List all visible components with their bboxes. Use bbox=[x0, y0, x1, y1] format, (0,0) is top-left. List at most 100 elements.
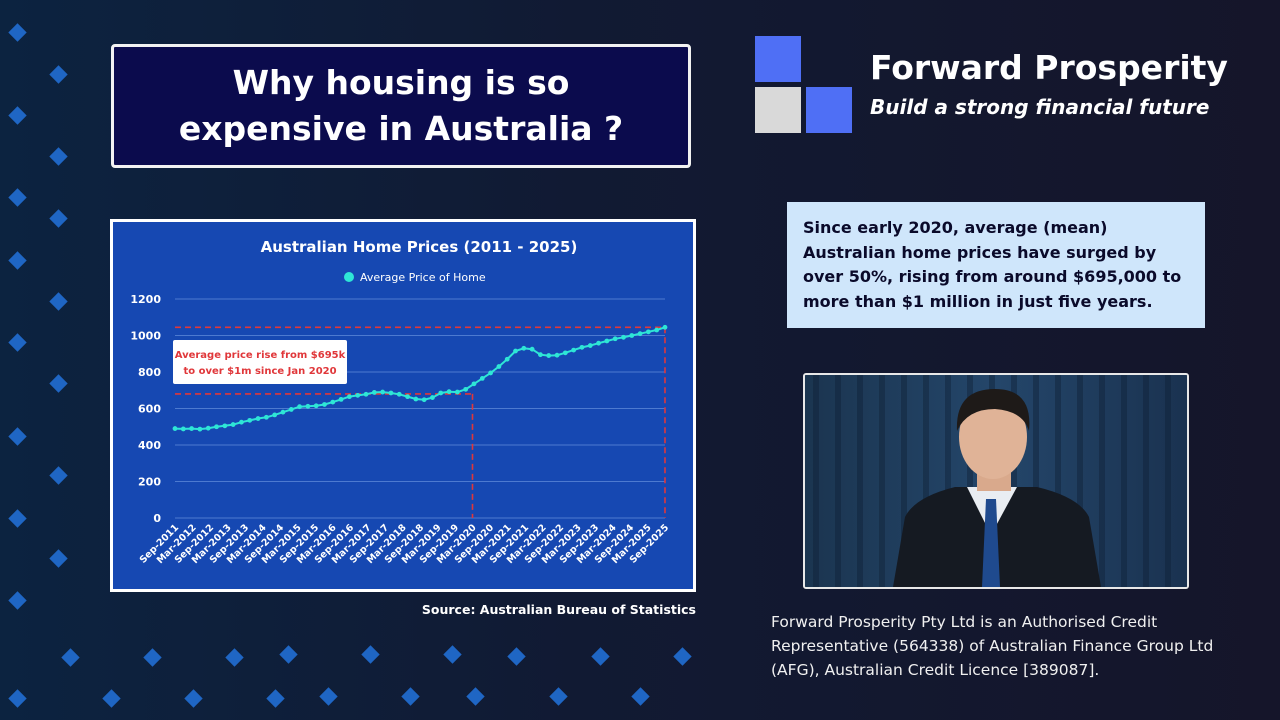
hair bbox=[956, 389, 1030, 431]
data-point bbox=[313, 403, 319, 409]
annotation-box bbox=[173, 340, 347, 384]
y-tick-label: 1200 bbox=[130, 293, 161, 306]
background-diamond bbox=[8, 427, 27, 446]
data-point bbox=[322, 402, 327, 407]
presenter-video bbox=[803, 373, 1189, 589]
data-point bbox=[172, 426, 178, 431]
data-point bbox=[214, 424, 219, 430]
data-point bbox=[454, 389, 460, 395]
series-average-price bbox=[172, 324, 668, 432]
data-point bbox=[205, 425, 211, 431]
data-point bbox=[347, 394, 352, 400]
background-diamond bbox=[631, 687, 650, 706]
data-point bbox=[645, 329, 651, 335]
data-point bbox=[629, 333, 635, 338]
background-diamond bbox=[8, 333, 27, 352]
curtain-fold bbox=[901, 375, 907, 587]
background-diamond bbox=[49, 549, 68, 568]
data-point bbox=[621, 334, 626, 340]
data-point bbox=[189, 426, 195, 431]
background-diamond bbox=[279, 645, 298, 664]
legend-label: Average Price of Home bbox=[360, 271, 486, 284]
reference-lines bbox=[175, 326, 666, 518]
curtain-fold bbox=[857, 375, 863, 587]
data-point bbox=[604, 338, 610, 344]
data-point bbox=[255, 416, 261, 421]
background-diamond bbox=[319, 687, 338, 706]
background-diamond bbox=[61, 648, 80, 667]
data-point bbox=[662, 324, 668, 330]
logo-square-bottom-right bbox=[806, 87, 852, 133]
y-axis-ticks: 0 200 400 600 800 1000 1200 bbox=[130, 293, 161, 525]
curtain-fold bbox=[1033, 375, 1039, 587]
curtain-fold bbox=[813, 375, 819, 587]
data-point bbox=[388, 390, 394, 396]
page-title: Why housing is so expensive in Australia… bbox=[178, 63, 624, 148]
data-point bbox=[612, 336, 618, 342]
data-point bbox=[521, 345, 527, 351]
data-point bbox=[421, 397, 427, 403]
background-diamond bbox=[549, 687, 568, 706]
curtain-folds bbox=[813, 375, 1171, 587]
data-point bbox=[297, 404, 302, 410]
curtain-fold bbox=[1165, 375, 1171, 587]
tie-icon bbox=[982, 499, 1000, 587]
annotation-callout: Average price rise from $695k to over $1… bbox=[173, 340, 347, 384]
curtain-fold bbox=[945, 375, 951, 587]
data-point bbox=[471, 381, 477, 387]
data-point bbox=[405, 394, 410, 400]
legend-marker bbox=[344, 272, 354, 282]
face bbox=[959, 395, 1027, 479]
data-point bbox=[513, 348, 518, 354]
curtain-fold bbox=[1099, 375, 1105, 587]
chart-background bbox=[113, 222, 693, 589]
data-point bbox=[654, 327, 660, 333]
data-point bbox=[239, 419, 244, 425]
data-point bbox=[338, 396, 344, 402]
background-diamond bbox=[49, 374, 68, 393]
data-point bbox=[546, 353, 552, 358]
background-diamond bbox=[443, 645, 462, 664]
brand-tagline: Build a strong financial future bbox=[870, 95, 1210, 119]
brand-name: Forward Prosperity bbox=[870, 48, 1228, 87]
data-point bbox=[222, 423, 228, 429]
curtain-fold bbox=[967, 375, 973, 587]
data-point bbox=[230, 422, 236, 427]
curtain-fold bbox=[1143, 375, 1149, 587]
data-point bbox=[496, 364, 502, 369]
data-point bbox=[371, 390, 377, 395]
curtain-fold bbox=[1011, 375, 1017, 587]
background-diamond bbox=[361, 645, 380, 664]
background-diamond bbox=[225, 648, 244, 667]
data-point bbox=[413, 396, 419, 402]
y-tick-label: 600 bbox=[138, 403, 161, 416]
chart-frame: Australian Home Prices (2011 - 2025) Ave… bbox=[110, 219, 696, 592]
chart-title: Australian Home Prices (2011 - 2025) bbox=[261, 238, 578, 256]
background-diamond bbox=[49, 466, 68, 485]
data-point bbox=[554, 352, 560, 358]
y-tick-label: 800 bbox=[138, 366, 161, 379]
disclaimer-text: Forward Prosperity Pty Ltd is an Authori… bbox=[771, 613, 1214, 679]
data-point bbox=[430, 395, 435, 400]
background-diamond bbox=[184, 689, 203, 708]
y-tick-label: 400 bbox=[138, 439, 161, 452]
data-point bbox=[488, 370, 493, 376]
background-diamond bbox=[8, 188, 27, 207]
background-diamond bbox=[143, 648, 162, 667]
background-diamond bbox=[49, 209, 68, 228]
data-point bbox=[571, 347, 577, 353]
data-point bbox=[463, 386, 469, 392]
background-diamond bbox=[673, 647, 692, 666]
data-point bbox=[197, 426, 203, 432]
background-diamond bbox=[466, 687, 485, 706]
curtain-fold bbox=[879, 375, 885, 587]
data-point bbox=[280, 409, 286, 415]
curtain-fold bbox=[1055, 375, 1061, 587]
presenter-image bbox=[805, 375, 1187, 587]
curtain-fold bbox=[1077, 375, 1083, 587]
annotation-line-1: Average price rise from $695k bbox=[175, 350, 346, 361]
background-diamond bbox=[266, 689, 285, 708]
data-point bbox=[587, 343, 593, 348]
data-point bbox=[504, 356, 510, 362]
background-diamond bbox=[8, 509, 27, 528]
